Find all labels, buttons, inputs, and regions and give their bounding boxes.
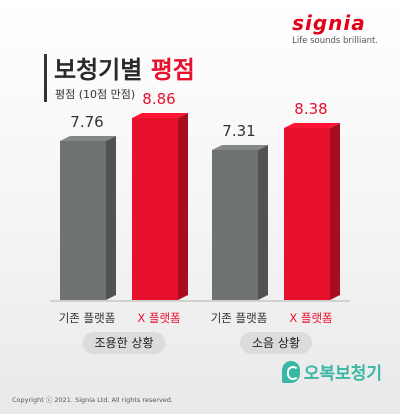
series-tick-label: 기존 플랫폼 (59, 311, 116, 325)
bar-front (212, 150, 258, 300)
bar-top (132, 113, 188, 118)
ear-icon (281, 360, 300, 383)
baseline (50, 300, 350, 302)
value-label: 8.86 (142, 90, 175, 108)
title-accent-bar (44, 54, 47, 102)
series-tick-label: X 플랫폼 (289, 311, 332, 325)
page-title: 보청기별 평점 (54, 50, 195, 85)
brand: signia Life sounds brilliant. (292, 12, 378, 46)
value-label: 7.76 (70, 113, 103, 131)
bar-top (60, 136, 116, 141)
chart-subtitle: 평점 (10점 만점) (55, 88, 136, 101)
group-label: 조용한 상황 (82, 332, 166, 354)
group-label: 소음 상황 (240, 332, 312, 354)
bar-side (106, 136, 116, 300)
bar-side (258, 145, 268, 300)
bar-top (284, 123, 340, 128)
bar-front (132, 118, 178, 300)
bar-top (212, 145, 268, 150)
bar-side (330, 123, 340, 300)
series-tick-label: X 플랫폼 (137, 311, 180, 325)
bar-front (284, 128, 330, 300)
title-accent: 평점 (150, 56, 195, 84)
bar-front (60, 141, 106, 300)
copyright: Copyright ⓒ 2021. Signia Ltd. All rights… (12, 396, 174, 404)
title-main: 보청기별 (54, 56, 151, 84)
watermark: 오복보청기 (281, 359, 382, 384)
series-tick-label: 기존 플랫폼 (211, 311, 268, 325)
bar-side (178, 113, 188, 300)
value-label: 8.38 (294, 100, 327, 118)
brand-tagline: Life sounds brilliant. (292, 36, 378, 46)
value-label: 7.31 (222, 122, 255, 140)
brand-logo: signia (292, 11, 366, 35)
watermark-text: 오복보청기 (303, 364, 382, 384)
